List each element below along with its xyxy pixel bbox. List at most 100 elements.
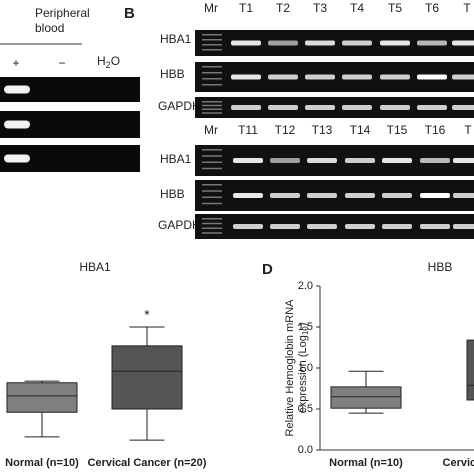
band — [231, 74, 261, 80]
band — [345, 158, 375, 163]
band — [268, 40, 298, 46]
ladder — [202, 202, 222, 205]
band — [453, 158, 474, 163]
band — [452, 40, 474, 46]
band — [307, 224, 337, 229]
band — [270, 193, 300, 198]
band — [231, 105, 261, 110]
band — [382, 158, 412, 163]
lane-label: T2 — [276, 1, 290, 15]
panel-label: D — [262, 261, 273, 278]
box — [6, 382, 78, 413]
ladder — [202, 34, 222, 36]
ladder — [202, 78, 222, 80]
ladder — [202, 190, 222, 192]
gene-label: HBB — [160, 67, 185, 81]
gel-images — [0, 30, 474, 239]
lane-label: T — [463, 1, 471, 15]
ladder — [202, 167, 222, 170]
y-axis-label: Relative Hemoglobin mRNA — [284, 299, 296, 437]
y-axis-label-part: ) — [297, 323, 309, 327]
x-tick-label: Normal (n=10) — [5, 457, 79, 469]
sample-label: Peripheral — [35, 6, 90, 20]
band — [382, 193, 412, 198]
y-tick-label: 0.0 — [298, 444, 313, 456]
ladder — [202, 232, 222, 234]
lane-label: T3 — [313, 1, 327, 15]
y-axis-label: expression (Log10) — [297, 323, 310, 414]
ladder — [202, 66, 222, 68]
band — [4, 120, 30, 129]
band — [305, 74, 335, 80]
lane-label: Mr — [204, 1, 218, 15]
x-tick-label: Cervical Cancer (n=20) — [88, 457, 207, 469]
ladder — [202, 196, 222, 198]
box — [466, 339, 474, 401]
ladder — [202, 108, 222, 110]
band — [270, 224, 300, 229]
band — [453, 193, 474, 198]
band — [382, 224, 412, 229]
ladder — [202, 161, 222, 163]
ladder — [202, 104, 222, 107]
band — [233, 224, 263, 229]
band — [345, 224, 375, 229]
y-tick-label: 1.5 — [298, 321, 313, 333]
chart-title: HBA1 — [79, 260, 111, 274]
band — [268, 105, 298, 110]
y-tick-label: 0.5 — [298, 403, 313, 415]
band — [305, 40, 335, 46]
ladder — [202, 72, 222, 74]
y-tick-label: 2.0 — [298, 280, 313, 292]
band — [420, 193, 450, 198]
ladder — [202, 112, 222, 114]
chart-title: HBB — [428, 260, 453, 274]
y-axis-label-part: expression (Log — [297, 335, 309, 413]
lane-label: − — [58, 56, 65, 70]
lane-label: T5 — [388, 1, 402, 15]
lane-label: T1 — [239, 1, 253, 15]
band — [345, 193, 375, 198]
y-tick-label: 1.0 — [298, 362, 313, 374]
gene-label: HBB — [160, 187, 185, 201]
band — [452, 105, 474, 110]
lane-label: T4 — [350, 1, 364, 15]
lane-label: T14 — [350, 123, 371, 137]
ladder — [202, 84, 222, 86]
band — [342, 105, 372, 110]
ladder — [202, 155, 222, 157]
gene-label: GAPDH — [158, 218, 201, 232]
box-plots: HBA1 Normal (n=10) Cervical Cancer (n=20) *… — [5, 260, 474, 469]
ladder — [202, 39, 222, 41]
ladder — [202, 218, 222, 220]
band — [342, 74, 372, 80]
band — [4, 85, 30, 94]
ladder — [202, 49, 222, 51]
sample-label: blood — [35, 21, 64, 35]
x-tick-label: Cervical Cancer (n=20) — [443, 457, 474, 469]
ladder — [202, 44, 222, 46]
lane-label: Mr — [204, 123, 218, 137]
ladder — [202, 184, 222, 186]
lane-label: H2O — [97, 54, 120, 70]
band — [380, 40, 410, 46]
band — [233, 158, 263, 163]
ladder — [202, 222, 222, 225]
band — [420, 224, 450, 229]
band — [380, 74, 410, 80]
band — [270, 158, 300, 163]
band — [417, 74, 447, 80]
ladder — [202, 227, 222, 229]
band — [307, 193, 337, 198]
band — [231, 40, 261, 46]
band — [307, 158, 337, 163]
band — [452, 74, 474, 80]
x-tick-label: Normal (n=10) — [329, 457, 403, 469]
lane-label: T15 — [387, 123, 408, 137]
lane-label: T — [464, 123, 472, 137]
band — [380, 105, 410, 110]
y-axis-label-part: 10 — [301, 326, 310, 335]
lane-label: T6 — [425, 1, 439, 15]
box — [111, 345, 183, 410]
